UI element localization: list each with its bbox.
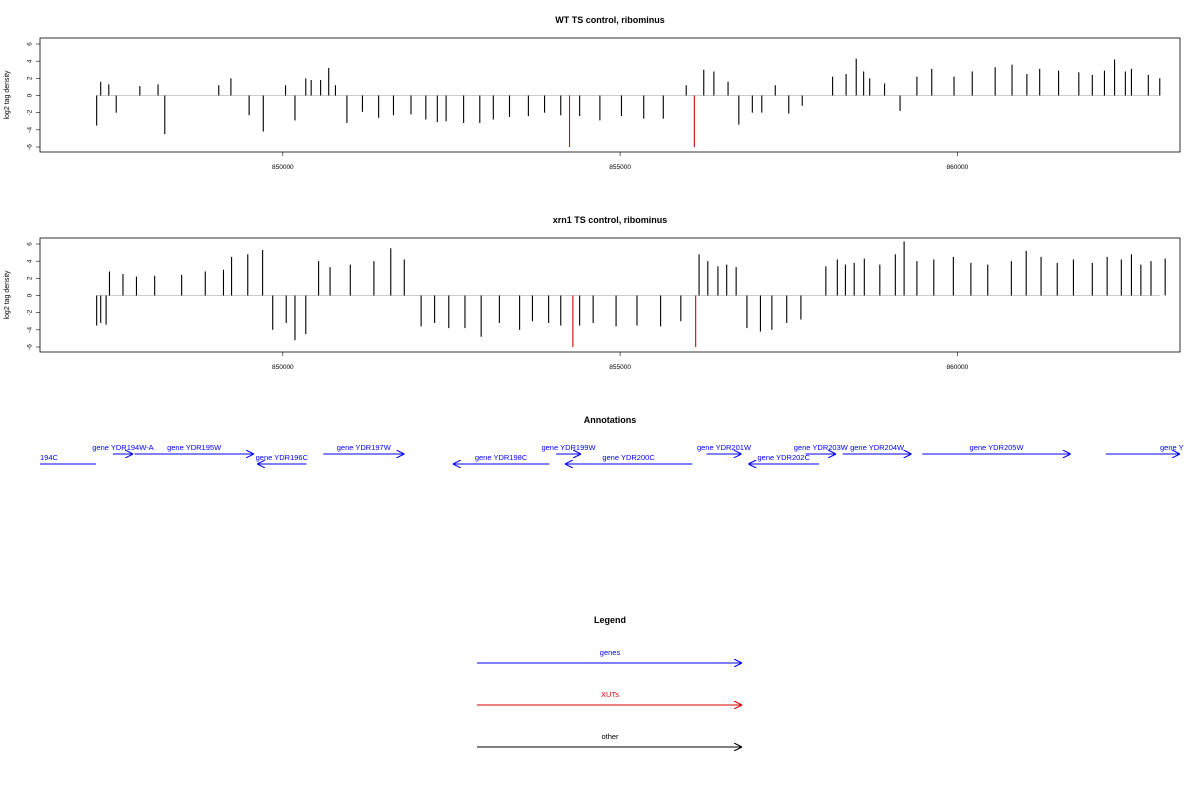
wt-bars: [96, 58, 1161, 147]
wt-x-tick-label: 860000: [947, 164, 969, 171]
legend: Legend genes XUTs other: [477, 615, 742, 747]
xrn1-y-tick-label: -4: [27, 327, 34, 333]
gene-label: gene YDR200C: [602, 453, 655, 462]
wt-y-tick-label: 6: [27, 42, 34, 46]
legend-title: Legend: [594, 615, 626, 625]
wt-y-tick-label: -6: [27, 144, 34, 150]
legend-items: genes XUTs other: [477, 648, 742, 747]
gene-label: gene YDR197W: [337, 443, 392, 452]
gene-label: gene YDR204W: [850, 443, 905, 452]
wt-x-tick-label: 850000: [272, 164, 294, 171]
wt-y-tick-label: 0: [27, 93, 34, 97]
wt-y-tick-label: 2: [27, 76, 34, 80]
annotations-track: Annotations 194C gene YDR194W-A gene YDR19…: [40, 415, 1184, 464]
wt-y-tick-label: -4: [27, 127, 34, 133]
xrn1-y-axis-label: log2 tag density: [4, 270, 11, 320]
xrn1-panel-title: xrn1 TS control, ribominus: [553, 215, 668, 225]
legend-label: genes: [600, 648, 621, 657]
wt-x-axis: 850000 855000 860000: [272, 152, 969, 171]
xrn1-x-tick-label: 850000: [272, 364, 294, 371]
annotations-title: Annotations: [584, 415, 637, 425]
xrn1-y-tick-label: 0: [27, 293, 34, 297]
gene-label: gene YDR196C: [256, 453, 309, 462]
wt-coverage-panel: WT TS control, ribominus log2 tag densit…: [4, 15, 1181, 171]
gene-label: gene YDR195W: [167, 443, 222, 452]
legend-label: XUTs: [601, 690, 619, 699]
xrn1-x-axis: 850000 855000 860000: [272, 352, 969, 371]
xrn1-y-tick-label: -2: [27, 309, 34, 315]
wt-y-tick-label: -2: [27, 109, 34, 115]
gene-label: gene YDR194W-A: [92, 443, 153, 452]
xrn1-y-tick-label: -6: [27, 344, 34, 350]
xrn1-plot-frame: [39, 237, 1181, 353]
gene-label: gene YDR205W: [969, 443, 1024, 452]
wt-y-axis-label: log2 tag density: [4, 70, 11, 120]
legend-label: other: [601, 732, 619, 741]
gene-label: gene YDR202C: [757, 453, 810, 462]
xrn1-coverage-panel: xrn1 TS control, ribominus log2 tag dens…: [4, 215, 1181, 371]
wt-x-tick-label: 855000: [609, 164, 631, 171]
gene-label: 194C: [40, 453, 59, 462]
gene-label: gene YDR203W: [794, 443, 849, 452]
xrn1-y-tick-label: 4: [27, 259, 34, 263]
xrn1-x-tick-label: 860000: [947, 364, 969, 371]
gene-label: gene YDR201W: [697, 443, 752, 452]
xrn1-x-tick-label: 855000: [609, 364, 631, 371]
gene-label: gene YDR199W: [541, 443, 596, 452]
gene-arrows: 194C gene YDR194W-A gene YDR195W gene YDR19…: [40, 443, 1184, 464]
gene-label: gene Y: [1160, 443, 1184, 452]
wt-y-tick-label: 4: [27, 59, 34, 63]
wt-plot-frame: [39, 37, 1181, 153]
xrn1-y-axis: -6 -4 -2 0 2 4 6: [27, 242, 40, 350]
xrn1-y-tick-label: 6: [27, 242, 34, 246]
wt-panel-title: WT TS control, ribominus: [555, 15, 665, 25]
xrn1-bars: [96, 241, 1166, 347]
gene-label: gene YDR198C: [475, 453, 528, 462]
wt-y-axis: -6 -4 -2 0 2 4 6: [27, 42, 40, 150]
xrn1-y-tick-label: 2: [27, 276, 34, 280]
